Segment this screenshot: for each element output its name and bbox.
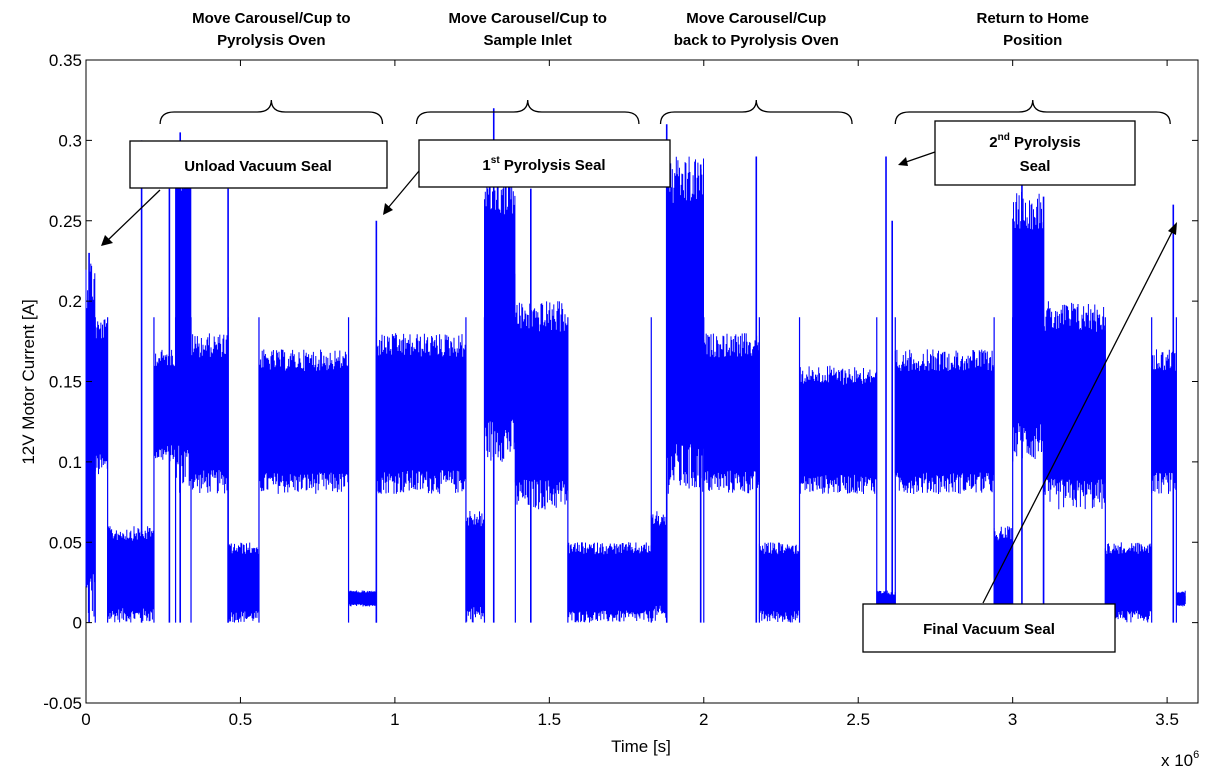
callout-box [418, 139, 671, 188]
phase-brace [659, 99, 853, 125]
callout-text: 1st Pyrolysis Seal [482, 155, 605, 174]
axis-ticks: 0 0.5 1 1.5 2 2.5 3 3.5-0.0500.050.10.150.20.25… [43, 51, 1198, 729]
x-axis-label: Time [s] [611, 737, 671, 756]
x-tick-label: 3.5 [1155, 710, 1179, 729]
y-tick-label: 0.35 [49, 51, 82, 70]
callout-superscript: st [491, 155, 501, 166]
x-multiplier-exp: 6 [1193, 749, 1199, 761]
y-tick-label: 0.15 [49, 373, 82, 392]
phase-brace [159, 99, 384, 125]
x-multiplier-base: x 10 [1161, 751, 1193, 769]
signal-band-core [1151, 399, 1177, 444]
signal-band-core [1043, 374, 1106, 437]
signal-band-core [799, 410, 877, 450]
signal-band-core [348, 596, 377, 601]
callout-arrow-line [107, 189, 161, 241]
signal-band-core [1105, 570, 1152, 595]
phase-group: Move Carousel/Cup to Pyrolysis Oven [159, 10, 384, 125]
x-multiplier-label: x 106 [1161, 749, 1199, 769]
x-tick-label: 2 [699, 710, 708, 729]
phase-label: Move Carousel/Cup to [449, 10, 607, 27]
phase-group: Move Carousel/Cup back to Pyrolysis Oven [659, 10, 853, 125]
y-tick-label: 0.25 [49, 212, 82, 231]
signal-trace [85, 108, 1186, 623]
signal-band-core [258, 399, 349, 444]
y-tick-label: 0 [73, 614, 82, 633]
callout-ordinal: 1 [482, 157, 490, 174]
callout-text: Unload Vacuum Seal [184, 158, 332, 175]
signal-band-core [1012, 284, 1044, 367]
callout-unload-vacuum-seal: Unload Vacuum Seal [101, 140, 388, 246]
signal-band-core [107, 559, 154, 589]
x-tick-label: 0 [81, 710, 90, 729]
signal-band-core [759, 570, 800, 595]
x-tick-label: 1.5 [538, 710, 562, 729]
signal-band-core [1176, 596, 1186, 601]
callout-arrow-line [387, 170, 420, 209]
x-tick-label: 0.5 [229, 710, 253, 729]
callout-text: Final Vacuum Seal [923, 621, 1055, 638]
signal-band-core [651, 549, 667, 584]
signal-band-core [515, 374, 568, 437]
signal-band-core [86, 382, 96, 494]
signal-band-core [95, 373, 108, 422]
phase-group: Return to Home Position [894, 10, 1171, 125]
phase-label: Return to Home [976, 10, 1089, 27]
callout-text-rest: Pyrolysis [1010, 134, 1081, 151]
arrow-head-icon [898, 157, 908, 166]
y-tick-label: 0.3 [58, 131, 82, 150]
y-tick-label: 0.2 [58, 292, 82, 311]
phase-brace [894, 99, 1171, 125]
callout-second-pyrolysis-seal: 2nd Pyrolysis Seal [898, 120, 1136, 186]
callout-first-pyrolysis-seal: 1st Pyrolysis Seal [383, 139, 671, 215]
signal-band-core [994, 559, 1013, 589]
phase-label: Pyrolysis Oven [217, 32, 325, 49]
x-tick-label: 3 [1008, 710, 1017, 729]
y-axis-label: 12V Motor Current [A] [19, 299, 38, 464]
x-tick-label: 2.5 [846, 710, 870, 729]
signal-band-core [153, 388, 176, 423]
signal-band-core [666, 274, 704, 376]
arrow-head-icon [101, 235, 113, 246]
y-tick-label: 0.05 [49, 533, 82, 552]
callout-box [934, 120, 1136, 186]
signal-band-core [895, 399, 995, 444]
signal-band-core [484, 273, 516, 361]
arrow-head-icon [383, 203, 393, 215]
callout-box [129, 140, 388, 189]
callout-superscript: nd [998, 132, 1010, 143]
callout-ordinal: 2 [989, 134, 997, 151]
phase-label: back to Pyrolysis Oven [674, 32, 839, 49]
phase-label: Move Carousel/Cup to [192, 10, 350, 27]
phase-group: Move Carousel/Cup to Sample Inlet [415, 10, 640, 125]
signal-band-core [703, 389, 760, 438]
callout-text: 2nd Pyrolysis [989, 132, 1080, 151]
signal-band-core [567, 570, 652, 595]
phase-label: Position [1003, 32, 1062, 49]
callout-text-rest: Pyrolysis Seal [500, 157, 606, 174]
y-tick-label: -0.05 [43, 694, 82, 713]
y-tick-label: 0.1 [58, 453, 82, 472]
phase-brace [415, 99, 640, 125]
signal-band-core [175, 264, 192, 371]
callout-arrow-line [982, 229, 1174, 604]
signal-band-core [376, 389, 466, 438]
signal-band-core [191, 389, 229, 438]
signal-band-core [465, 549, 485, 584]
signal-band-core [228, 570, 259, 595]
x-tick-label: 1 [390, 710, 399, 729]
callout-text-line2: Seal [1020, 158, 1051, 175]
arrow-head-icon [1168, 222, 1177, 235]
callout-box [862, 603, 1116, 653]
phase-label: Sample Inlet [484, 32, 572, 49]
callout-final-vacuum-seal: Final Vacuum Seal [862, 222, 1177, 653]
phase-label: Move Carousel/Cup [686, 10, 826, 27]
callout-arrow-line [905, 151, 936, 163]
